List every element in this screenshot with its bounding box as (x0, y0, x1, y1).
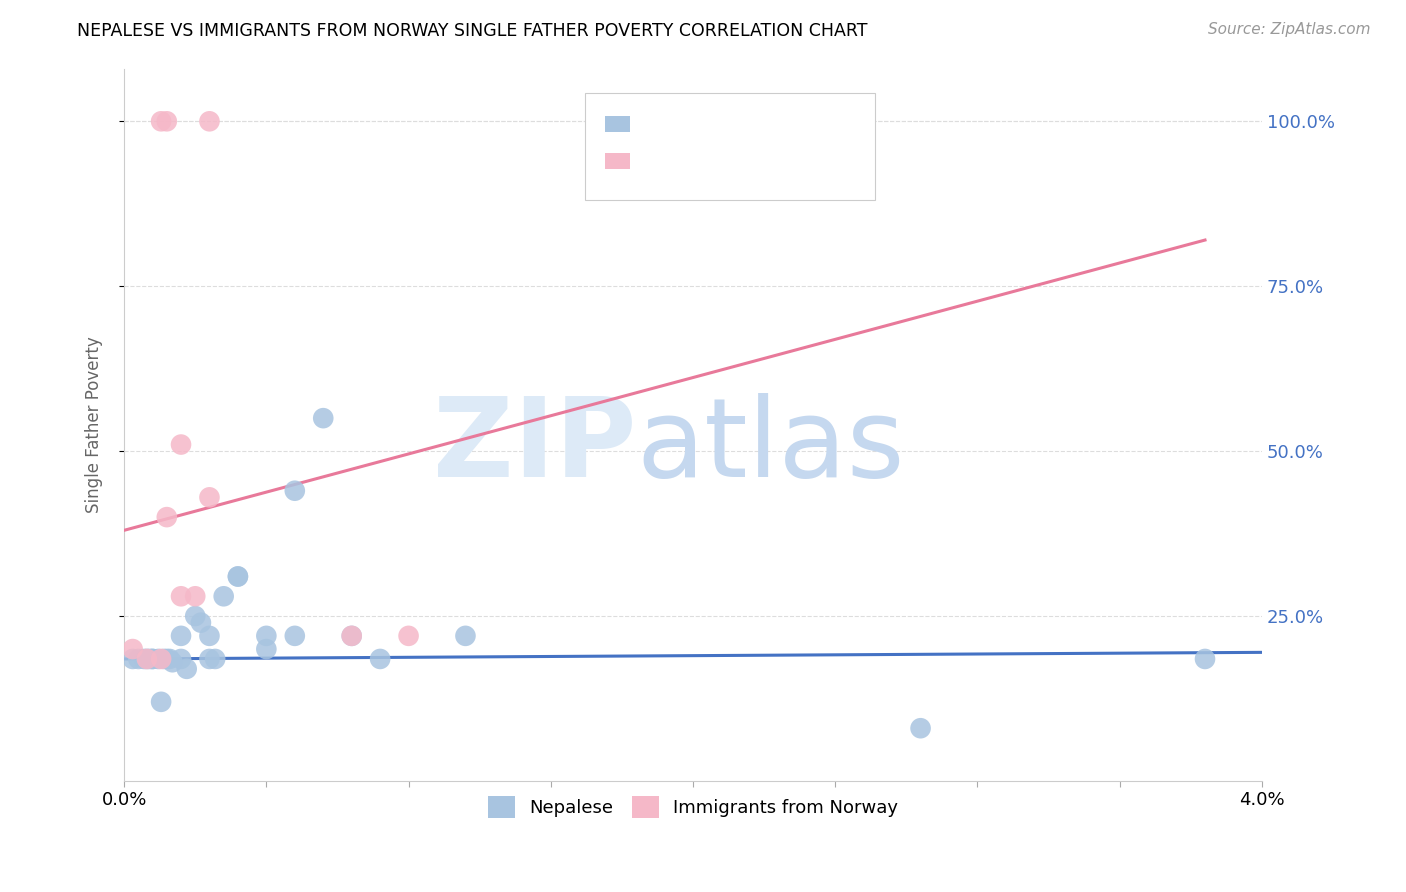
Point (153, 652, 176, 666)
Point (138, 652, 160, 666)
Text: atlas: atlas (636, 392, 904, 500)
Point (398, 629, 420, 643)
Text: Source: ZipAtlas.com: Source: ZipAtlas.com (1208, 22, 1371, 37)
Point (340, 629, 363, 643)
Point (159, 652, 181, 666)
Point (148, 652, 170, 666)
Point (1194, 652, 1216, 666)
Point (135, 652, 157, 666)
Point (170, 589, 193, 603)
Point (142, 652, 165, 666)
Point (142, 652, 165, 666)
Text: 10: 10 (786, 153, 811, 170)
Point (156, 114, 179, 128)
Point (156, 652, 179, 666)
Point (127, 652, 149, 666)
Point (198, 629, 221, 643)
FancyBboxPatch shape (606, 153, 630, 169)
Point (198, 652, 221, 666)
Point (454, 629, 477, 643)
FancyBboxPatch shape (606, 116, 630, 132)
Text: 34: 34 (786, 115, 811, 133)
Point (226, 569, 249, 583)
Point (910, 721, 932, 735)
Legend: Nepalese, Immigrants from Norway: Nepalese, Immigrants from Norway (481, 789, 905, 825)
Text: R =: R = (641, 153, 681, 170)
FancyBboxPatch shape (585, 94, 875, 201)
Point (312, 411, 335, 425)
Point (184, 589, 207, 603)
Point (368, 652, 391, 666)
Point (204, 652, 226, 666)
Point (156, 510, 179, 524)
Point (132, 652, 155, 666)
Point (176, 662, 198, 676)
Text: N =: N = (749, 153, 790, 170)
Text: R =: R = (641, 115, 681, 133)
Point (170, 437, 193, 451)
Point (121, 642, 143, 657)
Point (170, 629, 193, 643)
Point (284, 483, 307, 498)
Text: N =: N = (749, 115, 790, 133)
Point (150, 695, 173, 709)
Point (254, 629, 277, 643)
Point (135, 652, 157, 666)
Point (254, 642, 277, 657)
Text: NEPALESE VS IMMIGRANTS FROM NORWAY SINGLE FATHER POVERTY CORRELATION CHART: NEPALESE VS IMMIGRANTS FROM NORWAY SINGL… (77, 22, 868, 40)
Point (226, 569, 249, 583)
Point (212, 589, 235, 603)
Text: 0.020: 0.020 (678, 115, 735, 133)
Point (121, 652, 143, 666)
Point (198, 491, 221, 505)
Point (184, 609, 207, 624)
Y-axis label: Single Father Poverty: Single Father Poverty (86, 336, 103, 513)
Point (170, 652, 193, 666)
Text: ZIP: ZIP (433, 392, 636, 500)
Point (190, 615, 212, 630)
Point (162, 655, 184, 669)
Text: 0.373: 0.373 (678, 153, 735, 170)
Point (340, 629, 363, 643)
Point (198, 114, 221, 128)
Point (150, 652, 173, 666)
Point (150, 114, 173, 128)
Point (284, 629, 307, 643)
